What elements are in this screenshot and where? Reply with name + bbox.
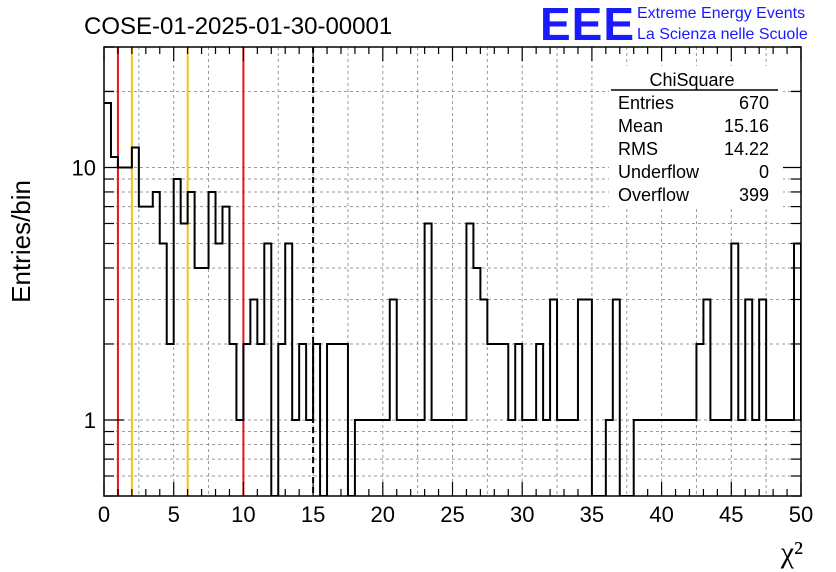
axis-tick-labels: 0 5 10 15 20 25 30 35 40 45 50 1 10 bbox=[72, 155, 814, 527]
x-tick-label: 30 bbox=[510, 502, 534, 527]
x-axis-title: χ² bbox=[780, 536, 803, 569]
axis-ticks bbox=[103, 46, 802, 497]
x-tick-label: 10 bbox=[231, 502, 255, 527]
stats-label: Mean bbox=[618, 116, 663, 136]
stats-value: 399 bbox=[739, 185, 769, 205]
eee-logo-text: EEE bbox=[540, 0, 635, 50]
stats-rows: Entries 670 Mean 15.16 RMS 14.22 Underflow 0 Ove… bbox=[618, 93, 769, 205]
x-tick-label: 15 bbox=[301, 502, 325, 527]
y-tick-label: 1 bbox=[84, 408, 96, 433]
x-tick-label: 0 bbox=[98, 502, 110, 527]
stats-value: 14.22 bbox=[724, 139, 769, 159]
brand-line-1: Extreme Energy Events bbox=[637, 5, 805, 22]
run-title: COSE-01-2025-01-30-00001 bbox=[84, 13, 392, 40]
x-tick-label: 5 bbox=[168, 502, 180, 527]
x-tick-label: 45 bbox=[719, 502, 743, 527]
reference-lines bbox=[116, 47, 315, 496]
stats-label: Underflow bbox=[618, 162, 700, 182]
y-tick-label: 10 bbox=[72, 155, 96, 180]
x-tick-label: 50 bbox=[789, 502, 813, 527]
stats-value: 15.16 bbox=[724, 116, 769, 136]
stats-value: 0 bbox=[759, 162, 769, 182]
stats-box: ChiSquare Entries 670 Mean 15.16 RMS 14.22 Und… bbox=[609, 66, 783, 208]
histogram-series bbox=[104, 102, 801, 496]
brand-line-2: La Scienza nelle Scuole bbox=[637, 26, 808, 43]
x-tick-label: 40 bbox=[649, 502, 673, 527]
stats-value: 670 bbox=[739, 93, 769, 113]
x-tick-label: 25 bbox=[440, 502, 464, 527]
stats-label: Overflow bbox=[618, 185, 690, 205]
y-axis-title: Entries/bin bbox=[6, 180, 36, 303]
eee-logo: EEE Extreme Energy Events La Scienza nel… bbox=[540, 0, 808, 50]
stats-label: Entries bbox=[618, 93, 674, 113]
x-tick-label: 20 bbox=[371, 502, 395, 527]
stats-label: RMS bbox=[618, 139, 658, 159]
x-tick-label: 35 bbox=[580, 502, 604, 527]
stats-box-name: ChiSquare bbox=[649, 70, 734, 90]
